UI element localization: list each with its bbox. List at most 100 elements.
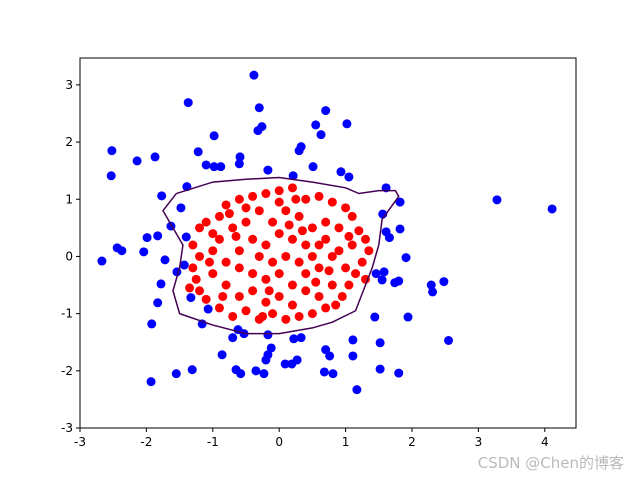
point: [266, 343, 276, 353]
point: [384, 233, 394, 243]
point: [342, 119, 352, 129]
x-tick-label: 3: [475, 435, 483, 449]
point: [228, 333, 238, 343]
point: [444, 336, 454, 346]
y-tick-label: 1: [65, 192, 73, 206]
point: [331, 300, 341, 310]
point: [314, 240, 324, 250]
point: [261, 189, 271, 199]
point: [132, 156, 142, 166]
point: [308, 162, 318, 172]
point: [287, 359, 297, 369]
point: [231, 231, 241, 241]
point: [263, 165, 273, 175]
point: [375, 364, 385, 374]
y-tick-label: 3: [65, 78, 73, 92]
point: [341, 263, 351, 273]
point: [274, 197, 284, 207]
point: [287, 300, 297, 310]
point: [288, 171, 298, 181]
point: [287, 234, 297, 244]
y-tick-label: 0: [65, 249, 73, 263]
point: [296, 333, 306, 343]
x-tick-label: -1: [207, 435, 219, 449]
point: [248, 286, 258, 296]
point: [195, 223, 205, 233]
point: [224, 209, 234, 219]
point: [193, 147, 203, 157]
point: [248, 191, 258, 201]
watermark: CSDN @Chen的博客: [478, 454, 624, 472]
point: [235, 152, 245, 162]
point: [334, 246, 344, 256]
point: [291, 194, 301, 204]
point: [201, 217, 211, 227]
point: [301, 240, 311, 250]
point: [327, 197, 337, 207]
point: [294, 211, 304, 221]
point: [261, 355, 271, 365]
point: [371, 269, 381, 279]
point: [364, 246, 374, 256]
point: [341, 203, 351, 213]
point: [316, 130, 326, 140]
point: [370, 312, 380, 322]
point: [251, 366, 261, 376]
point: [181, 232, 191, 242]
point: [351, 269, 361, 279]
point: [334, 223, 344, 233]
point: [241, 203, 251, 213]
point: [214, 211, 224, 221]
point: [208, 246, 218, 256]
point: [249, 70, 259, 80]
point: [377, 275, 387, 285]
point: [439, 277, 449, 287]
point: [150, 152, 160, 162]
x-tick-label: 0: [275, 435, 283, 449]
boundary-line: [162, 176, 400, 335]
point: [301, 194, 311, 204]
point: [311, 277, 321, 287]
point: [241, 306, 251, 316]
point: [348, 351, 358, 361]
point: [139, 247, 149, 257]
point: [314, 191, 324, 201]
point: [344, 280, 354, 290]
point: [97, 256, 107, 266]
point: [321, 234, 331, 244]
point: [327, 280, 337, 290]
point: [203, 304, 213, 314]
point: [195, 251, 205, 261]
point: [281, 251, 291, 261]
point: [187, 365, 197, 375]
point: [314, 291, 324, 301]
point: [307, 223, 317, 233]
point: [153, 231, 163, 241]
point: [307, 251, 317, 261]
point: [294, 257, 304, 267]
point: [281, 314, 291, 324]
point: [188, 240, 198, 250]
point: [336, 167, 346, 177]
point: [311, 120, 321, 130]
point: [301, 269, 311, 279]
point: [268, 217, 278, 227]
point: [201, 294, 211, 304]
point: [214, 234, 224, 244]
point: [274, 291, 284, 301]
point: [344, 172, 354, 182]
point: [218, 291, 228, 301]
point: [492, 195, 502, 205]
point: [234, 246, 244, 256]
point: [261, 240, 271, 250]
plot-frame: [79, 57, 577, 429]
point: [234, 194, 244, 204]
point: [221, 257, 231, 267]
point: [321, 106, 331, 116]
point: [259, 369, 269, 379]
point: [390, 278, 400, 288]
point: [201, 160, 211, 170]
point: [160, 255, 170, 265]
point: [261, 274, 271, 284]
